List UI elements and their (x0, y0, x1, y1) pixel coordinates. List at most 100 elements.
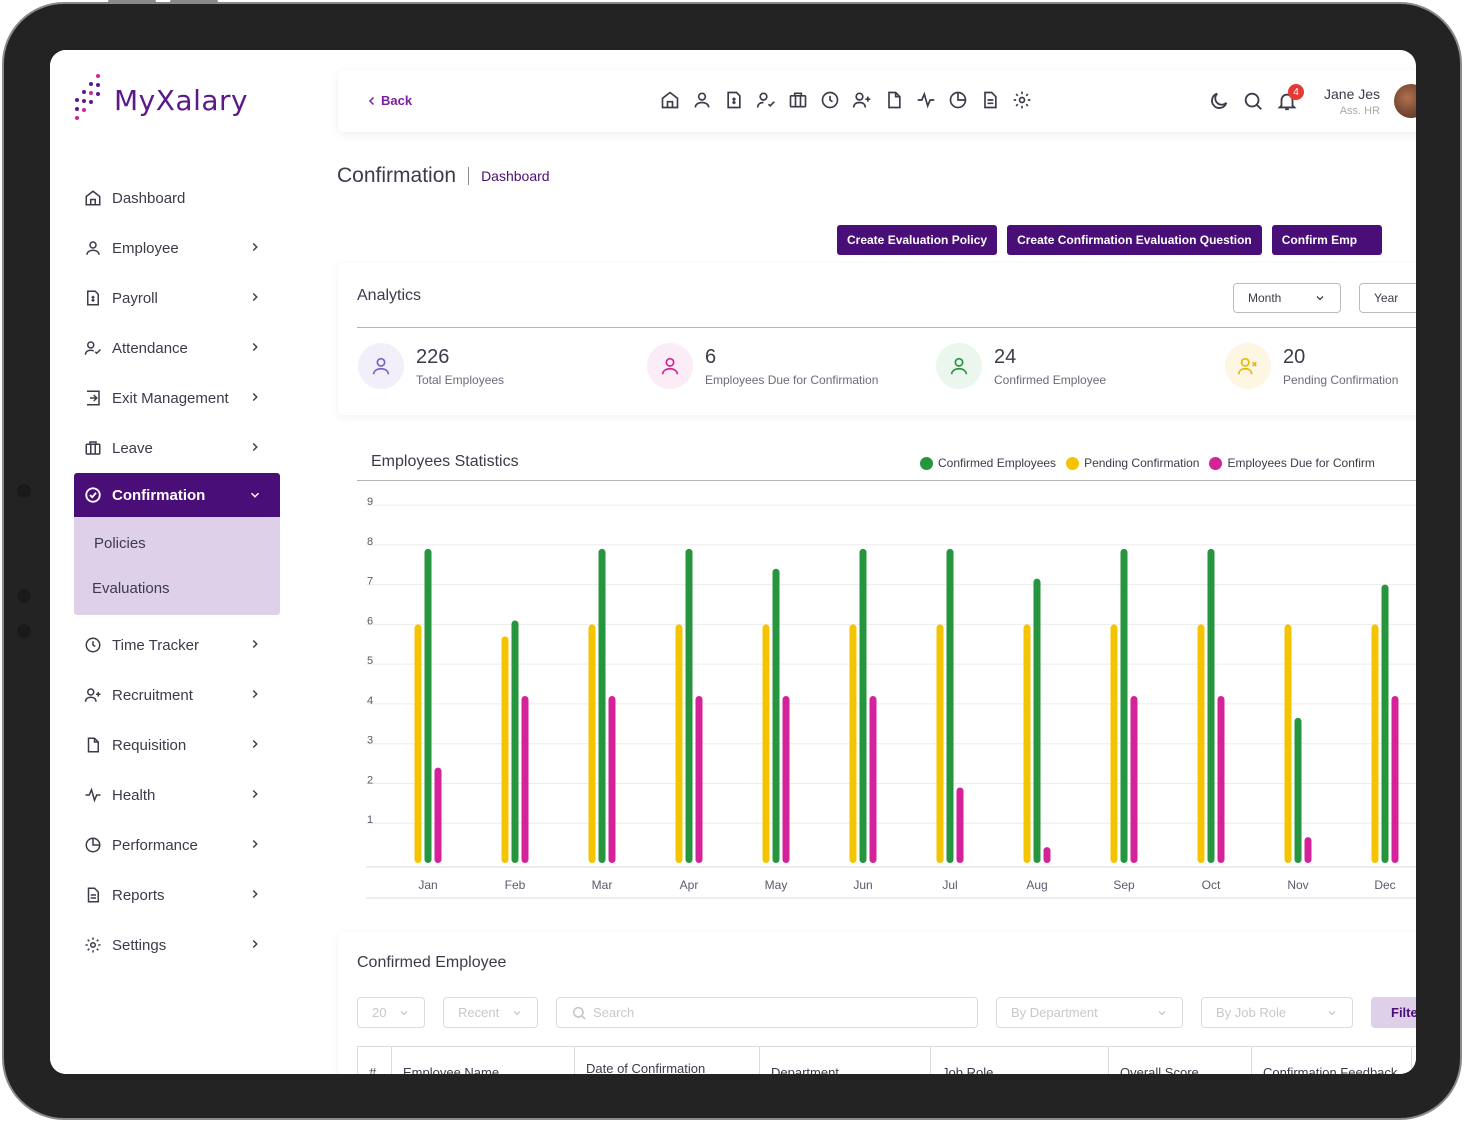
sidebar-item-exit-management[interactable]: Exit Management (74, 373, 280, 423)
sidebar-item-recruitment[interactable]: Recruitment (74, 670, 280, 720)
bar (598, 548, 606, 863)
sidebar-item-reports[interactable]: Reports (74, 870, 280, 920)
column-header[interactable]: Department (760, 1047, 931, 1074)
employees-statistics-chart: 1 2 3 4 5 6 7 8 9 Jan Feb Mar Apr May Jun Jul Aug Sep Oct N… (366, 496, 1416, 899)
y-tick-label: 5 (367, 655, 373, 667)
year-select[interactable]: Year (1359, 283, 1416, 313)
report-icon[interactable] (980, 90, 1000, 110)
sidebar-item-label: Time Tracker (112, 636, 199, 654)
sidebar-item-performance[interactable]: Performance (74, 820, 280, 870)
search-input[interactable]: Search (556, 997, 978, 1028)
moon-icon[interactable] (1208, 90, 1230, 112)
legend-due[interactable]: Employees Due for Confirm (1209, 456, 1375, 470)
chevron-down-icon (400, 1010, 408, 1015)
user-name: Jane Jes (1324, 85, 1381, 102)
bar (1284, 624, 1292, 863)
create-evaluation-question-button[interactable]: Create Confirmation Evaluation Question (1007, 225, 1262, 255)
search-icon[interactable] (1242, 90, 1264, 112)
sidebar-item-attendance[interactable]: Attendance (74, 323, 280, 373)
stat-value: 24 (994, 345, 1017, 368)
stat-due-confirmation: 6 Employees Due for Confirmation (647, 343, 878, 389)
sidebar-item-payroll[interactable]: Payroll (74, 273, 280, 323)
chevron-right-icon (252, 292, 258, 302)
sidebar-item-employee[interactable]: Employee (74, 223, 280, 273)
brand-logo[interactable]: MyXalary (72, 72, 248, 128)
bar (1207, 548, 1215, 863)
sidebar-item-health[interactable]: Health (74, 770, 280, 820)
sidebar-item-settings[interactable]: Settings (74, 920, 280, 970)
sidebar-item-time-tracker[interactable]: Time Tracker (74, 620, 280, 670)
action-buttons: Create Evaluation Policy Create Confirma… (837, 225, 1382, 255)
legend-pending[interactable]: Pending Confirmation (1066, 456, 1199, 470)
bar (424, 548, 432, 863)
y-tick-label: 2 (367, 774, 373, 786)
confirmation-submenu: Policies Evaluations (74, 517, 280, 615)
submenu-item-evaluations[interactable]: Evaluations (74, 566, 280, 611)
briefcase-icon[interactable] (788, 90, 808, 110)
stat-total-employees: 226 Total Employees (358, 343, 504, 389)
y-tick-label: 1 (367, 814, 373, 826)
job-role-select[interactable]: By Job Role (1201, 997, 1353, 1028)
sidebar-item-label: Settings (112, 936, 167, 954)
user-x-icon (1225, 343, 1271, 389)
gear-icon[interactable] (1012, 90, 1032, 110)
bar (1197, 624, 1205, 863)
sidebar-item-label: Health (112, 786, 156, 804)
month-select[interactable]: Month (1233, 283, 1341, 313)
column-header[interactable]: Confirmation Feedback (1252, 1047, 1412, 1074)
pulse-icon[interactable] (916, 90, 936, 110)
department-select[interactable]: By Department (996, 997, 1183, 1028)
filter-button[interactable]: Filte (1371, 997, 1416, 1028)
bell-icon[interactable]: 4 (1276, 84, 1304, 112)
user-plus-icon (84, 686, 102, 704)
back-button[interactable]: Back (366, 93, 412, 108)
clock-icon[interactable] (820, 90, 840, 110)
job-role-placeholder: By Job Role (1216, 1005, 1287, 1020)
user-plus-icon[interactable] (852, 90, 872, 110)
bar (608, 696, 616, 863)
home-icon[interactable] (660, 90, 680, 110)
create-evaluation-policy-button[interactable]: Create Evaluation Policy (837, 225, 998, 255)
sidebar-item-confirmation[interactable]: Confirmation (74, 473, 280, 517)
bar (1120, 548, 1128, 863)
gear-icon (84, 936, 102, 954)
sidebar-item-dashboard[interactable]: Dashboard (74, 173, 280, 223)
title-divider (468, 167, 470, 185)
notification-badge: 4 (1288, 84, 1304, 100)
user-role: Ass. HR (1339, 104, 1381, 117)
camera-dot (17, 589, 31, 603)
pie-icon[interactable] (948, 90, 968, 110)
volume-button (108, 0, 156, 3)
column-header[interactable]: Employee Name (392, 1047, 575, 1074)
payroll-icon[interactable] (724, 90, 744, 110)
pie-icon (84, 836, 102, 854)
module-shortcuts (660, 90, 1032, 110)
page-size-select[interactable]: 20 (357, 997, 425, 1028)
bar (695, 696, 703, 863)
sort-select[interactable]: Recent (443, 997, 538, 1028)
column-header[interactable]: Date of Confirmation (575, 1047, 760, 1074)
breadcrumb[interactable]: Dashboard (481, 168, 550, 184)
file-icon[interactable] (884, 90, 904, 110)
user-info[interactable]: Jane Jes Ass. HR (1316, 86, 1380, 117)
stat-value: 20 (1283, 345, 1306, 368)
column-header[interactable]: Overall Score (1109, 1047, 1252, 1074)
sidebar-item-label: Employee (112, 239, 179, 257)
user-icon (84, 239, 102, 257)
check-circle-icon (84, 486, 102, 504)
column-header[interactable]: Job Role (931, 1047, 1109, 1074)
x-tick-label: Nov (1287, 878, 1308, 892)
avatar[interactable] (1394, 84, 1416, 118)
sidebar-item-requisition[interactable]: Requisition (74, 720, 280, 770)
bar (782, 696, 790, 863)
column-header[interactable]: # (358, 1047, 392, 1074)
bar (434, 767, 442, 863)
chevron-right-icon (252, 442, 258, 452)
sidebar-item-leave[interactable]: Leave (74, 423, 280, 473)
page-header: Confirmation Dashboard (337, 164, 550, 188)
submenu-item-policies[interactable]: Policies (74, 521, 280, 566)
legend-confirmed[interactable]: Confirmed Employees (920, 456, 1056, 470)
confirm-employee-button[interactable]: Confirm Emp (1271, 225, 1382, 255)
user-icon[interactable] (692, 90, 712, 110)
attendance-icon[interactable] (756, 90, 776, 110)
